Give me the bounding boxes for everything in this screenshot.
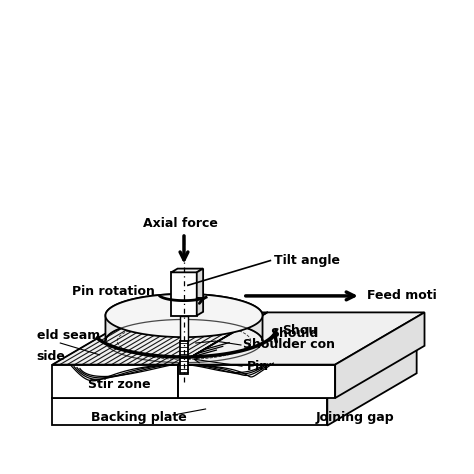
- Polygon shape: [105, 294, 263, 341]
- Polygon shape: [171, 269, 203, 273]
- Text: Pin rotation: Pin rotation: [72, 285, 155, 299]
- Polygon shape: [180, 316, 188, 341]
- Polygon shape: [180, 341, 188, 374]
- Polygon shape: [178, 312, 425, 365]
- Text: eld seam: eld seam: [36, 328, 100, 342]
- Polygon shape: [53, 312, 267, 365]
- Text: Pin: Pin: [247, 360, 269, 373]
- Polygon shape: [335, 312, 425, 398]
- Text: Tilt angle: Tilt angle: [274, 254, 340, 267]
- Text: Stir zone: Stir zone: [88, 378, 151, 391]
- Text: Axial force: Axial force: [143, 217, 218, 230]
- Text: Shou: Shou: [282, 324, 318, 337]
- Text: side: side: [36, 350, 65, 363]
- Text: Should: Should: [270, 327, 319, 340]
- Text: Shoulder con: Shoulder con: [243, 338, 335, 352]
- Text: Feed moti: Feed moti: [366, 290, 437, 302]
- Polygon shape: [53, 398, 328, 426]
- Text: Joining gap: Joining gap: [316, 411, 394, 424]
- Polygon shape: [53, 365, 178, 398]
- Polygon shape: [178, 365, 335, 398]
- Polygon shape: [53, 346, 417, 398]
- Polygon shape: [178, 312, 267, 398]
- Polygon shape: [105, 294, 263, 337]
- Polygon shape: [171, 273, 197, 316]
- Polygon shape: [328, 346, 417, 426]
- Text: Backing plate: Backing plate: [91, 411, 187, 424]
- Polygon shape: [197, 269, 203, 316]
